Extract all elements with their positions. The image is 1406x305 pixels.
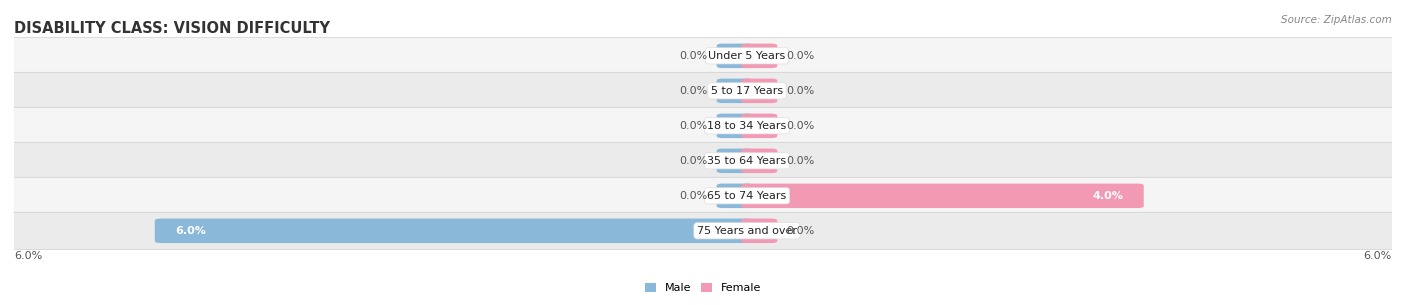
- Text: 35 to 64 Years: 35 to 64 Years: [707, 156, 786, 166]
- Text: 5 to 17 Years: 5 to 17 Years: [711, 86, 783, 96]
- Text: 65 to 74 Years: 65 to 74 Years: [707, 191, 786, 201]
- FancyBboxPatch shape: [155, 219, 752, 243]
- FancyBboxPatch shape: [717, 113, 752, 138]
- Text: 0.0%: 0.0%: [679, 121, 707, 131]
- Text: 0.0%: 0.0%: [679, 156, 707, 166]
- FancyBboxPatch shape: [10, 142, 1396, 179]
- Text: 0.0%: 0.0%: [786, 121, 814, 131]
- FancyBboxPatch shape: [717, 79, 752, 103]
- Text: Source: ZipAtlas.com: Source: ZipAtlas.com: [1281, 15, 1392, 25]
- FancyBboxPatch shape: [10, 72, 1396, 109]
- FancyBboxPatch shape: [10, 212, 1396, 249]
- FancyBboxPatch shape: [741, 219, 778, 243]
- Text: 4.0%: 4.0%: [1092, 191, 1123, 201]
- FancyBboxPatch shape: [741, 113, 778, 138]
- Text: Under 5 Years: Under 5 Years: [709, 51, 786, 61]
- FancyBboxPatch shape: [741, 79, 778, 103]
- Text: DISABILITY CLASS: VISION DIFFICULTY: DISABILITY CLASS: VISION DIFFICULTY: [14, 21, 330, 36]
- Text: 0.0%: 0.0%: [679, 51, 707, 61]
- FancyBboxPatch shape: [741, 149, 778, 173]
- Text: 0.0%: 0.0%: [679, 86, 707, 96]
- Text: 0.0%: 0.0%: [786, 226, 814, 236]
- Text: 75 Years and over: 75 Years and over: [697, 226, 797, 236]
- FancyBboxPatch shape: [741, 44, 778, 68]
- Text: 6.0%: 6.0%: [176, 226, 207, 236]
- FancyBboxPatch shape: [717, 184, 752, 208]
- Text: 18 to 34 Years: 18 to 34 Years: [707, 121, 786, 131]
- FancyBboxPatch shape: [741, 184, 1143, 208]
- Text: 6.0%: 6.0%: [14, 251, 42, 261]
- FancyBboxPatch shape: [10, 37, 1396, 74]
- Text: 0.0%: 0.0%: [786, 156, 814, 166]
- FancyBboxPatch shape: [10, 177, 1396, 214]
- Text: 0.0%: 0.0%: [786, 86, 814, 96]
- Text: 6.0%: 6.0%: [1364, 251, 1392, 261]
- FancyBboxPatch shape: [717, 149, 752, 173]
- Text: 0.0%: 0.0%: [786, 51, 814, 61]
- FancyBboxPatch shape: [10, 107, 1396, 144]
- Legend: Male, Female: Male, Female: [641, 278, 765, 297]
- Text: 0.0%: 0.0%: [679, 191, 707, 201]
- FancyBboxPatch shape: [717, 44, 752, 68]
